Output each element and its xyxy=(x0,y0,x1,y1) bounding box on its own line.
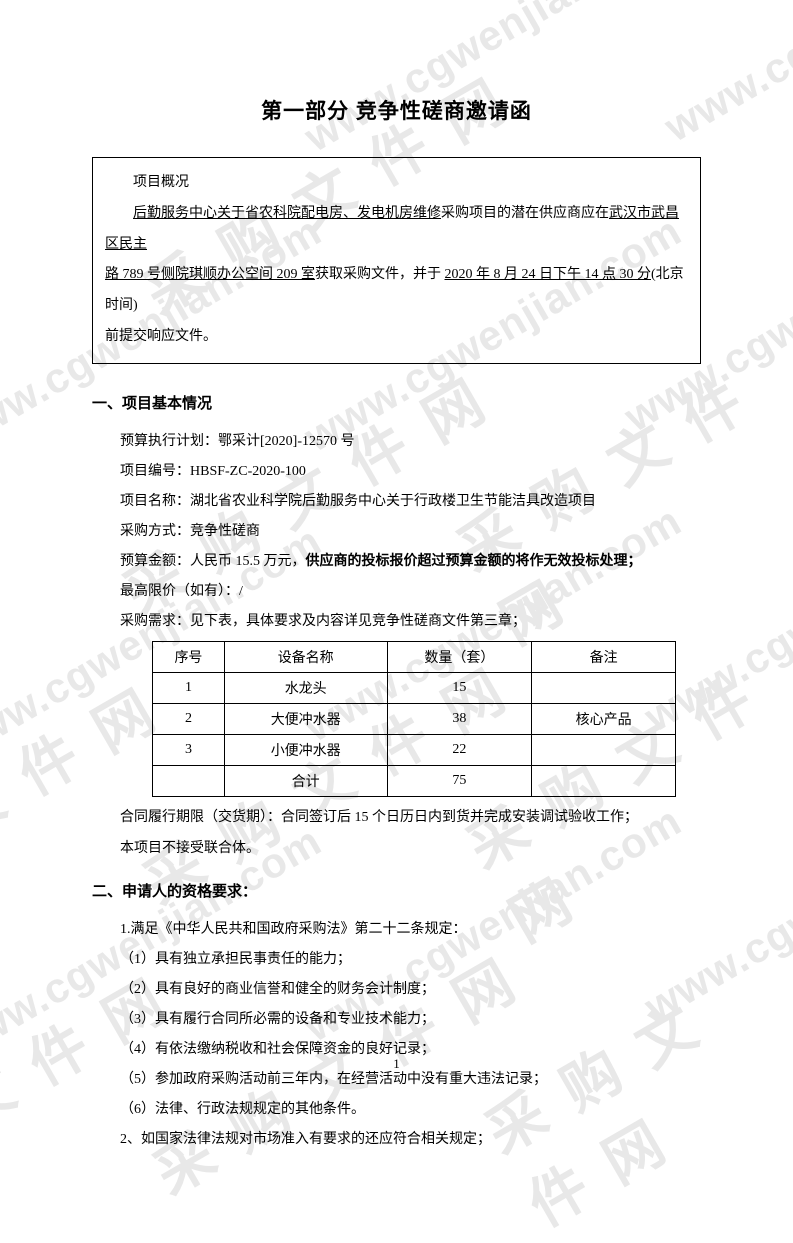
td-remark: 核心产品 xyxy=(532,704,676,735)
th-remark: 备注 xyxy=(532,642,676,673)
th-seq: 序号 xyxy=(153,642,225,673)
th-name: 设备名称 xyxy=(224,642,387,673)
sub2-line: （2）具有良好的商业信誉和健全的财务会计制度； xyxy=(92,975,701,1005)
td-qty: 15 xyxy=(387,673,532,704)
delivery-line: 合同履行期限（交货期）：合同签订后 15 个日历日内到货并完成安装调试验收工作； xyxy=(92,803,701,833)
budget-prefix: 预算金额：人民币 15.5 万元， xyxy=(120,554,306,569)
td-name: 大便冲水器 xyxy=(224,704,387,735)
maxprice-line: 最高限价（如有）：/ xyxy=(92,577,701,607)
budget-bold: 供应商的投标报价超过预算金额的将作无效投标处理； xyxy=(306,554,642,569)
td-seq: 2 xyxy=(153,704,225,735)
section1-heading: 一、项目基本情况 xyxy=(92,392,701,413)
equipment-table: 序号 设备名称 数量（套） 备注 1 水龙头 15 2 大便冲水器 38 核心产… xyxy=(152,641,676,797)
section2-heading: 二、申请人的资格要求： xyxy=(92,880,701,901)
item2-line: 2、如国家法律法规对市场准入有要求的还应符合相关规定； xyxy=(92,1125,701,1155)
consortium-line: 本项目不接受联合体。 xyxy=(92,834,701,864)
budget-line: 预算金额：人民币 15.5 万元，供应商的投标报价超过预算金额的将作无效投标处理… xyxy=(92,547,701,577)
overview-heading: 项目概况 xyxy=(105,168,688,199)
td-remark xyxy=(532,735,676,766)
overview-line: 前提交响应文件。 xyxy=(105,322,688,353)
td-seq xyxy=(153,766,225,797)
overview-underline: 2020 年 8 月 24 日下午 14 点 30 分 xyxy=(445,267,652,282)
td-name: 水龙头 xyxy=(224,673,387,704)
table-header-row: 序号 设备名称 数量（套） 备注 xyxy=(153,642,676,673)
td-seq: 3 xyxy=(153,735,225,766)
td-remark xyxy=(532,673,676,704)
overview-text: 采购项目的潜在供应商应在 xyxy=(441,206,609,221)
demand-line: 采购需求：见下表，具体要求及内容详见竞争性磋商文件第三章； xyxy=(92,607,701,637)
overview-box: 项目概况 后勤服务中心关于省农科院配电房、发电机房维修采购项目的潜在供应商应在武… xyxy=(92,157,701,364)
th-qty: 数量（套） xyxy=(387,642,532,673)
td-name: 合计 xyxy=(224,766,387,797)
td-remark xyxy=(532,766,676,797)
method-line: 采购方式：竞争性磋商 xyxy=(92,517,701,547)
sub1-line: （1）具有独立承担民事责任的能力； xyxy=(92,945,701,975)
document-page: 第一部分 竞争性磋商邀请函 项目概况 后勤服务中心关于省农科院配电房、发电机房维… xyxy=(0,0,793,1122)
td-seq: 1 xyxy=(153,673,225,704)
sub3-line: （3）具有履行合同所必需的设备和专业技术能力； xyxy=(92,1005,701,1035)
code-line: 项目编号：HBSF-ZC-2020-100 xyxy=(92,457,701,487)
table-row-total: 合计 75 xyxy=(153,766,676,797)
td-qty: 38 xyxy=(387,704,532,735)
overview-text: 获取采购文件，并于 xyxy=(315,267,445,282)
overview-underline: 路 789 号侧院琪顺办公空间 209 室 xyxy=(105,267,315,282)
overview-underline: 后勤服务中心关于省农科院配电房、发电机房维修 xyxy=(133,206,441,221)
name-line: 项目名称：湖北省农业科学院后勤服务中心关于行政楼卫生节能洁具改造项目 xyxy=(92,487,701,517)
table-row: 3 小便冲水器 22 xyxy=(153,735,676,766)
plan-line: 预算执行计划：鄂采计[2020]-12570 号 xyxy=(92,427,701,457)
page-title: 第一部分 竞争性磋商邀请函 xyxy=(92,95,701,125)
sub6-line: （6）法律、行政法规规定的其他条件。 xyxy=(92,1095,701,1125)
td-name: 小便冲水器 xyxy=(224,735,387,766)
overview-line: 后勤服务中心关于省农科院配电房、发电机房维修采购项目的潜在供应商应在武汉市武昌区… xyxy=(105,199,688,261)
td-qty: 22 xyxy=(387,735,532,766)
td-qty: 75 xyxy=(387,766,532,797)
table-row: 1 水龙头 15 xyxy=(153,673,676,704)
overview-line: 路 789 号侧院琪顺办公空间 209 室获取采购文件，并于 2020 年 8 … xyxy=(105,260,688,322)
table-row: 2 大便冲水器 38 核心产品 xyxy=(153,704,676,735)
page-number: 1 xyxy=(393,1056,400,1072)
item1-line: 1.满足《中华人民共和国政府采购法》第二十二条规定： xyxy=(92,915,701,945)
